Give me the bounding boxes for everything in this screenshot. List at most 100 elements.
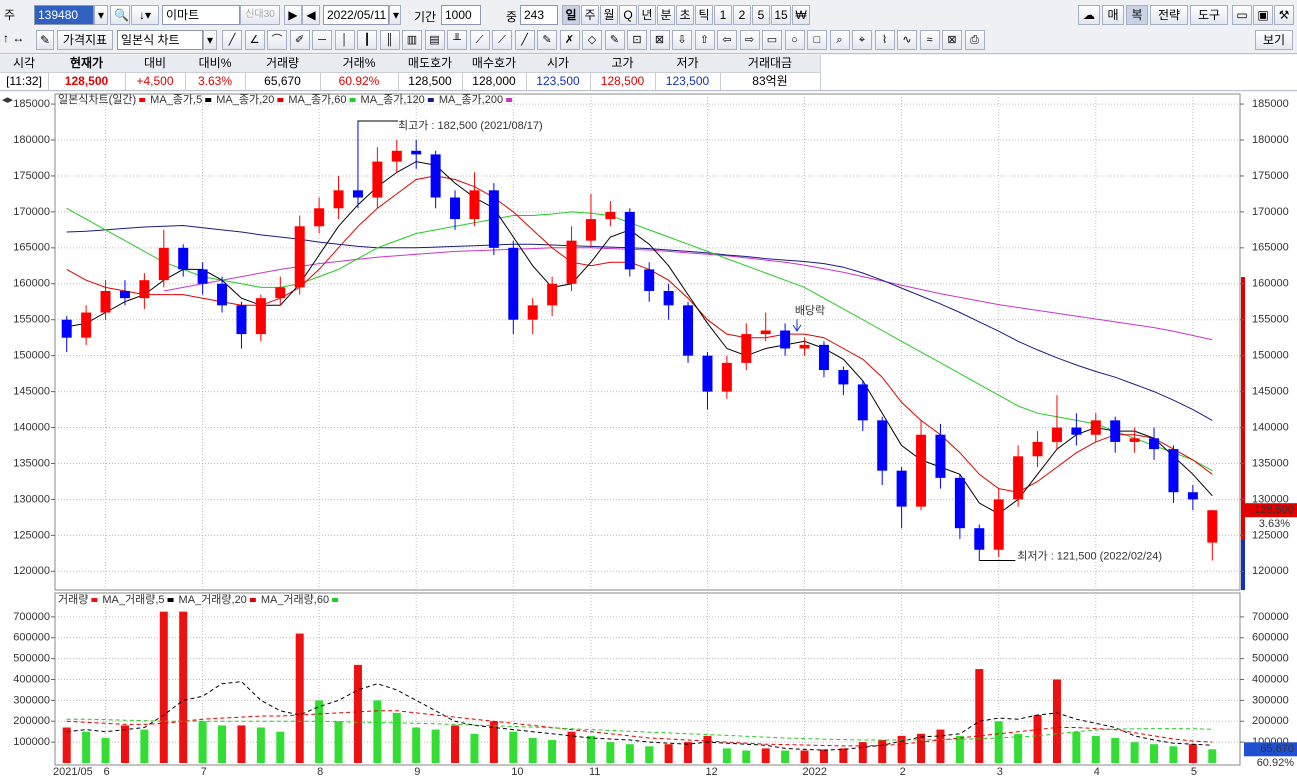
volume-bar: [858, 742, 867, 763]
search-btn[interactable]: 🔍: [110, 5, 130, 25]
scroll-arrows: ◂▸: [2, 94, 14, 106]
legend-swatch: [205, 98, 212, 102]
table-header: 거래%: [320, 55, 399, 73]
volume-bar: [528, 737, 537, 763]
tool-icon[interactable]: ≈: [919, 30, 940, 50]
interval-btn[interactable]: 월: [600, 5, 618, 25]
interval-btn[interactable]: 2: [733, 5, 751, 25]
interval-btn[interactable]: 틱: [695, 5, 713, 25]
interval-btn[interactable]: 15: [771, 5, 791, 25]
y-tick-label: 300000: [1252, 694, 1289, 706]
table-value: 123,500: [526, 73, 591, 90]
table-header: 시각: [0, 55, 49, 73]
interval-btn[interactable]: ₩: [792, 5, 810, 25]
tool-icon[interactable]: │: [334, 30, 355, 50]
y-tick-label: 125000: [13, 529, 50, 541]
menu-btn[interactable]: 복: [1126, 5, 1148, 25]
interval-btn[interactable]: 5: [752, 5, 770, 25]
tool-icon[interactable]: ⟋: [469, 30, 490, 50]
tool-icon[interactable]: ⇨: [739, 30, 760, 50]
y-tick-label: 600000: [1252, 632, 1289, 644]
candle-body: [61, 319, 72, 338]
tool-icon[interactable]: ╨: [447, 30, 467, 50]
prev-btn[interactable]: ◀: [302, 5, 320, 25]
mid-input[interactable]: 243: [520, 5, 558, 25]
sort-btn[interactable]: ↓▾: [131, 5, 159, 25]
tool-icon[interactable]: ⟋: [492, 30, 512, 50]
tool-icon[interactable]: ⊠: [942, 30, 962, 50]
volume-bar: [373, 700, 382, 763]
candle-body: [954, 477, 965, 529]
edit-btn[interactable]: ✎: [36, 30, 54, 50]
tool-icon[interactable]: ⊡: [627, 30, 647, 50]
y-tick-label: 170000: [13, 206, 50, 218]
candle-body: [158, 247, 169, 281]
candle-body: [333, 190, 344, 209]
style-dropdown[interactable]: ▾: [203, 30, 217, 50]
menu-btn[interactable]: 전략: [1150, 5, 1188, 25]
interval-btn[interactable]: 주: [581, 5, 599, 25]
tool-icon[interactable]: ┃: [357, 30, 377, 50]
interval-btn[interactable]: 1: [714, 5, 732, 25]
volume-bar: [198, 721, 207, 763]
tool-icon[interactable]: ✎: [537, 30, 557, 50]
interval-btn[interactable]: 초: [676, 5, 694, 25]
tool-btn[interactable]: ⚒: [1274, 5, 1294, 25]
tool-icon[interactable]: ∿: [897, 30, 917, 50]
tool-icon[interactable]: ∠: [244, 30, 265, 50]
tool-icon[interactable]: ✗: [559, 30, 580, 50]
tool-icon[interactable]: ⊠: [649, 30, 670, 50]
view-btn[interactable]: 보기: [1255, 30, 1293, 50]
tool-icon[interactable]: ⇦: [717, 30, 737, 50]
tool-icon[interactable]: ⇧: [694, 30, 715, 50]
folder-btn[interactable]: ▭: [1232, 5, 1252, 25]
tool-icon[interactable]: ⎙: [964, 30, 985, 50]
interval-btn[interactable]: Q: [619, 5, 637, 25]
tool-icon[interactable]: ✐: [289, 30, 310, 50]
candle-body: [450, 197, 461, 220]
tool-icon[interactable]: ─: [312, 30, 332, 50]
menu-btn[interactable]: 도구: [1190, 5, 1228, 25]
table-value: 3.63%: [185, 73, 246, 90]
tool-icon[interactable]: ○: [784, 30, 805, 50]
menu-btn[interactable]: 매: [1102, 5, 1124, 25]
date-input[interactable]: 2022/05/11: [323, 5, 389, 25]
tool-icon[interactable]: ▥: [402, 30, 422, 50]
tool-icon[interactable]: ⇩: [672, 30, 692, 50]
tool-icon[interactable]: ⌒: [267, 30, 287, 50]
candle-body: [275, 287, 286, 299]
code-input[interactable]: 139480: [34, 5, 94, 25]
tool-icon[interactable]: ╱: [514, 30, 535, 50]
ma-line: [163, 247, 1213, 341]
name-input[interactable]: 이마트: [162, 5, 240, 25]
indicator-btn[interactable]: 가격지표: [57, 30, 113, 50]
date-dropdown[interactable]: ▾: [389, 5, 401, 25]
candle-body: [1187, 492, 1198, 500]
volume-bar: [159, 611, 168, 763]
tool-icon[interactable]: ◇: [582, 30, 602, 50]
next-btn[interactable]: ▶: [284, 5, 302, 25]
y-tick-label: 185000: [1252, 98, 1289, 110]
interval-btn[interactable]: 년: [638, 5, 656, 25]
table-value: 123,500: [655, 73, 721, 90]
interval-btn[interactable]: 일: [562, 5, 580, 25]
tool-icon[interactable]: ▤: [424, 30, 445, 50]
interval-btn[interactable]: 분: [657, 5, 675, 25]
chart-style-select[interactable]: 일본식 차트: [117, 30, 203, 50]
candle-body: [547, 283, 558, 306]
tool-icon[interactable]: ⌕: [829, 30, 850, 50]
candle-body: [916, 434, 927, 507]
candle-body: [178, 247, 189, 270]
tool-icon[interactable]: ✎: [604, 30, 625, 50]
tool-icon[interactable]: ⌖: [852, 30, 872, 50]
tool-icon[interactable]: ║: [379, 30, 400, 50]
cloud-btn[interactable]: ☁: [1078, 5, 1100, 25]
tool-icon[interactable]: □: [807, 30, 827, 50]
volume-bar: [878, 740, 887, 763]
tool-icon[interactable]: ╱: [222, 30, 242, 50]
period-input[interactable]: 1000: [441, 5, 481, 25]
tool-icon[interactable]: ▭: [762, 30, 782, 50]
tool-icon[interactable]: ⌇: [874, 30, 895, 50]
save-btn[interactable]: ▣: [1253, 5, 1273, 25]
dropdown[interactable]: ▾: [94, 5, 108, 25]
